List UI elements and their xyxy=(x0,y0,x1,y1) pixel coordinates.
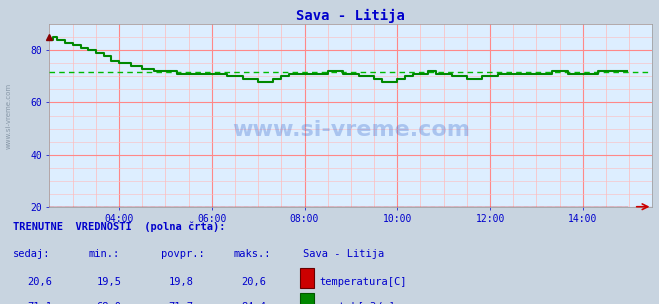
Text: 20,6: 20,6 xyxy=(27,277,52,287)
Text: 68,0: 68,0 xyxy=(96,302,121,304)
Text: min.:: min.: xyxy=(89,249,120,259)
Text: 71,7: 71,7 xyxy=(169,302,194,304)
Text: sedaj:: sedaj: xyxy=(13,249,51,259)
Text: povpr.:: povpr.: xyxy=(161,249,205,259)
Bar xyxy=(300,293,314,304)
Text: 84,4: 84,4 xyxy=(241,302,266,304)
Text: www.si-vreme.com: www.si-vreme.com xyxy=(5,82,11,149)
Bar xyxy=(300,268,314,288)
Text: pretok[m3/s]: pretok[m3/s] xyxy=(320,302,395,304)
Text: 71,1: 71,1 xyxy=(27,302,52,304)
Text: 19,5: 19,5 xyxy=(96,277,121,287)
Text: temperatura[C]: temperatura[C] xyxy=(320,277,407,287)
Text: maks.:: maks.: xyxy=(234,249,272,259)
Text: TRENUTNE  VREDNOSTI  (polna črta):: TRENUTNE VREDNOSTI (polna črta): xyxy=(13,222,225,233)
Text: 20,6: 20,6 xyxy=(241,277,266,287)
Title: Sava - Litija: Sava - Litija xyxy=(297,9,405,23)
Text: Sava - Litija: Sava - Litija xyxy=(303,249,384,259)
Text: 19,8: 19,8 xyxy=(169,277,194,287)
Text: www.si-vreme.com: www.si-vreme.com xyxy=(232,120,470,140)
